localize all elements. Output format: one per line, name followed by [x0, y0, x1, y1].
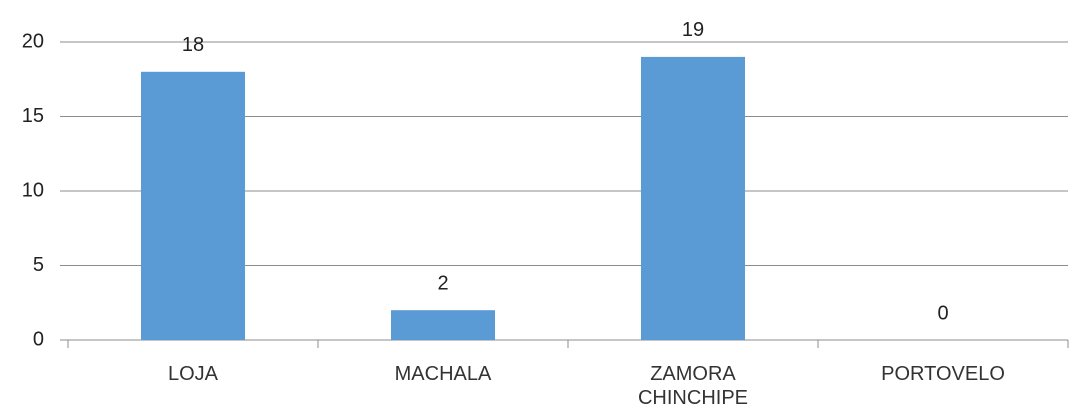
y-tick-label: 0	[33, 328, 44, 350]
x-tick-label: LOJA	[167, 363, 219, 385]
bar	[141, 71, 245, 341]
data-label: 2	[437, 272, 448, 294]
data-label: 0	[937, 302, 948, 324]
data-label: 19	[682, 19, 704, 41]
y-tick-label: 15	[22, 105, 44, 127]
x-tick-label: ZAMORA CHINCHIPE	[637, 363, 748, 409]
x-tick-label: PORTOVELO	[881, 363, 1005, 385]
y-tick-label: 5	[33, 254, 44, 276]
bar	[391, 310, 495, 340]
y-tick-label: 10	[22, 179, 44, 201]
x-tick-label: MACHALA	[394, 363, 492, 385]
bar	[641, 56, 745, 341]
y-tick-label: 20	[22, 30, 44, 52]
data-label: 18	[182, 34, 204, 56]
